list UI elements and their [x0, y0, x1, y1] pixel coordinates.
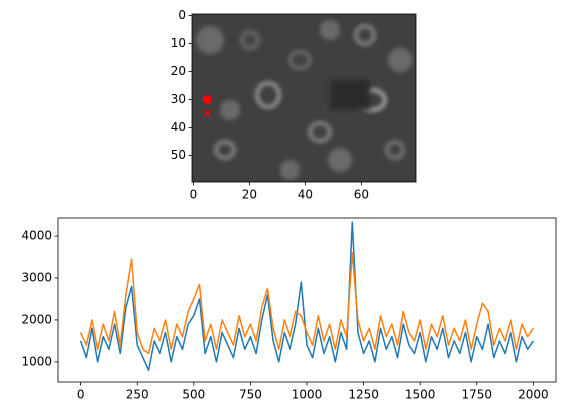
y-tick-label: 0: [178, 8, 186, 22]
x-tick-label: 1250: [348, 388, 379, 402]
x-tick-label: 1000: [292, 388, 323, 402]
y-tick-label: 20: [171, 64, 186, 78]
x-tick-label: 250: [126, 388, 149, 402]
x-tick-label: 1500: [405, 388, 436, 402]
y-tick-label: 4000: [21, 229, 52, 243]
x-tick-label: 0: [190, 188, 198, 202]
y-tick-label: 3000: [21, 270, 52, 284]
y-tick-label: 50: [171, 148, 186, 162]
x-tick-label: 1750: [461, 388, 492, 402]
x-tick-label: 60: [354, 188, 369, 202]
y-tick-label: 30: [171, 92, 186, 106]
y-tick-label: 10: [171, 36, 186, 50]
axes-frame: [191, 13, 417, 183]
y-tick-label: 40: [171, 120, 186, 134]
marker-x: [203, 109, 212, 118]
x-tick-label: 750: [239, 388, 262, 402]
series-line: [79, 221, 534, 372]
x-tick-label: 0: [77, 388, 85, 402]
x-tick-label: 20: [242, 188, 257, 202]
series-line: [79, 252, 534, 355]
x-tick-label: 2000: [518, 388, 549, 402]
micrograph: [192, 14, 416, 182]
marker-dot: [202, 94, 212, 104]
x-tick-label: 40: [298, 188, 313, 202]
y-tick-label: 2000: [21, 312, 52, 326]
y-tick-label: 1000: [21, 354, 52, 368]
x-tick-label: 500: [182, 388, 205, 402]
